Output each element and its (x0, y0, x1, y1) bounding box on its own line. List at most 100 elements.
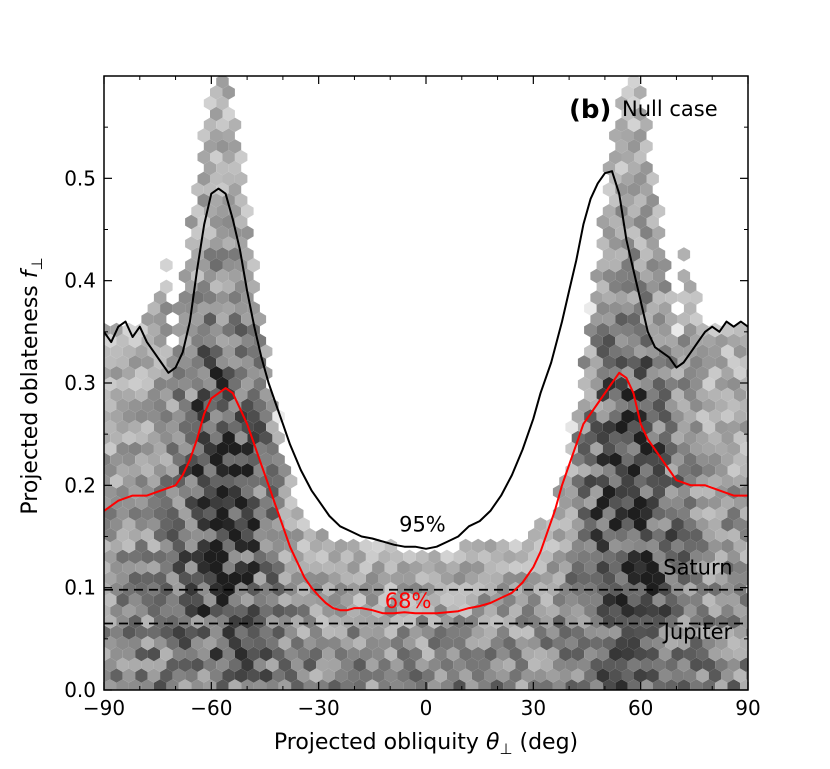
hexbin (266, 592, 279, 608)
hexbin (434, 625, 447, 640)
hexbin (590, 333, 603, 348)
hexbin (272, 646, 285, 662)
hexbin (552, 657, 566, 672)
hexbin (403, 679, 416, 690)
hexbin (484, 538, 497, 554)
hexbin (303, 592, 316, 608)
hexbin (503, 549, 516, 564)
hexbin (104, 625, 111, 640)
hexbin (658, 625, 672, 640)
hexbin (634, 236, 647, 251)
hexbin (609, 301, 622, 316)
hexbin (104, 528, 117, 543)
hexbin (471, 560, 485, 575)
hexbin (615, 268, 628, 284)
hexbin (278, 636, 292, 651)
hexbin (241, 441, 254, 456)
hexbin (409, 582, 422, 597)
hexbin (316, 549, 329, 564)
hexbin (590, 376, 603, 392)
hexbin (540, 571, 553, 586)
hexbin (727, 376, 740, 392)
hexbin (241, 636, 254, 651)
hexbin (715, 506, 728, 521)
hexbin (247, 409, 260, 424)
hexbin (509, 603, 522, 618)
hexbin (658, 301, 672, 316)
hexbin (160, 430, 173, 446)
hexbin (197, 150, 210, 165)
hexbin (116, 441, 129, 456)
hexbin (702, 571, 716, 586)
hexbin (178, 376, 192, 392)
hexbin (104, 571, 117, 586)
hexbin (740, 614, 748, 629)
hexbin (259, 344, 273, 359)
hexbin (141, 441, 154, 456)
hexbin (110, 517, 123, 532)
hexbin (153, 657, 167, 672)
hexbin (104, 517, 111, 532)
hexbin (596, 279, 610, 294)
hexbin (671, 387, 684, 402)
hexbin (422, 603, 435, 618)
hexbin (571, 538, 585, 554)
hexbin (677, 592, 691, 608)
hexbin (147, 387, 161, 402)
hexbin (191, 333, 204, 348)
hexbin (715, 355, 728, 370)
hexbin (715, 398, 728, 413)
hexbin (528, 636, 541, 651)
hexbin (596, 322, 610, 338)
hexbin (160, 409, 173, 424)
hexbin (297, 603, 310, 618)
hexbin (627, 484, 641, 500)
hexbin (459, 646, 472, 662)
hexbin (191, 204, 204, 219)
hexbin (160, 344, 173, 359)
hexbin (727, 463, 740, 478)
hexbin (259, 430, 273, 446)
hexbin (559, 582, 572, 597)
hexbin (596, 452, 610, 467)
hexbin (372, 603, 385, 618)
hexbin (696, 387, 709, 402)
hexbin (322, 646, 335, 662)
hexbin (683, 301, 697, 316)
hexbin (683, 430, 697, 446)
hexbin (291, 506, 304, 521)
hexbin (284, 625, 298, 640)
hexbin (210, 409, 223, 424)
hexbin (104, 646, 111, 662)
hexbin (178, 268, 192, 284)
hexbin (621, 171, 634, 186)
hexbin (253, 312, 267, 327)
hexbin (640, 398, 653, 413)
hexbin (496, 538, 510, 554)
hexbin (147, 409, 161, 424)
hexbin (634, 193, 647, 208)
hexbin (403, 636, 416, 651)
hexbin (621, 603, 634, 618)
hexbin (484, 646, 497, 662)
contour-lines (104, 170, 748, 615)
hexbin (534, 646, 547, 662)
hexbin (166, 571, 179, 586)
hexbin (178, 398, 192, 413)
hexbin (291, 528, 304, 543)
hexbin (496, 668, 510, 683)
hexbin (621, 128, 634, 143)
hexbin (440, 657, 454, 672)
hexbin (253, 679, 267, 690)
hexbin (665, 441, 678, 456)
hexbin (122, 474, 136, 489)
hexbin (216, 679, 229, 690)
hexbin (740, 376, 748, 392)
hexbin (428, 592, 441, 608)
chart-title: Null case (622, 97, 718, 121)
hexbin (671, 430, 684, 446)
hexbin (141, 420, 154, 435)
hexbin (178, 549, 192, 564)
hexbin (378, 592, 391, 608)
hexbin (241, 657, 254, 672)
